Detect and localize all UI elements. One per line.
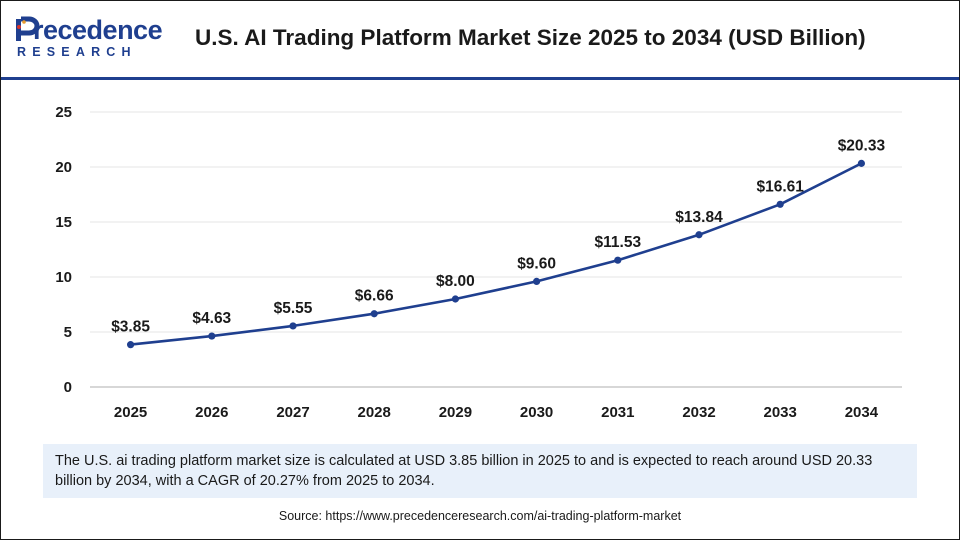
x-tick-label: 2029 bbox=[439, 404, 472, 421]
y-tick-label: 25 bbox=[55, 104, 72, 121]
grid-lines bbox=[90, 111, 902, 333]
x-tick-label: 2032 bbox=[682, 404, 715, 421]
page-title: U.S. AI Trading Platform Market Size 202… bbox=[195, 25, 866, 50]
series-market-size bbox=[127, 159, 866, 349]
x-tick-label: 2031 bbox=[601, 404, 634, 421]
y-tick-label: 0 bbox=[64, 379, 72, 396]
logo-mark-icon bbox=[16, 16, 40, 41]
data-point bbox=[857, 159, 866, 167]
x-tick-label: 2033 bbox=[764, 404, 797, 421]
data-label: $16.61 bbox=[756, 178, 804, 195]
x-tick-label: 2026 bbox=[195, 404, 228, 421]
y-tick-label: 20 bbox=[55, 159, 72, 176]
header: recedence RESEARCH U.S. AI Trading Platf… bbox=[1, 1, 959, 77]
data-point bbox=[614, 256, 622, 264]
precedence-research-logo: recedence RESEARCH bbox=[15, 15, 165, 65]
series-line bbox=[130, 162, 862, 346]
data-label: $11.53 bbox=[595, 234, 642, 251]
data-label: $13.84 bbox=[675, 209, 723, 226]
data-label: $5.55 bbox=[274, 300, 313, 317]
data-label: $6.66 bbox=[355, 288, 394, 305]
x-tick-label: 2027 bbox=[276, 404, 309, 421]
data-point bbox=[776, 200, 784, 208]
data-label: $20.33 bbox=[838, 137, 886, 154]
x-tick-label: 2030 bbox=[520, 404, 553, 421]
data-labels: $3.85 $4.63 $5.55 $6.66 $8.00 $9.60 $11.53 $13.… bbox=[111, 137, 885, 335]
source-citation: Source: https://www.precedenceresearch.c… bbox=[278, 509, 682, 523]
data-point bbox=[208, 332, 216, 340]
x-tick-label: 2028 bbox=[358, 404, 391, 421]
x-tick-label: 2034 bbox=[845, 404, 879, 421]
header-divider bbox=[1, 77, 959, 80]
data-label: $3.85 bbox=[111, 319, 150, 336]
data-label: $9.60 bbox=[517, 255, 556, 272]
y-tick-label: 15 bbox=[55, 214, 72, 231]
y-tick-labels: 0 5 10 15 20 25 bbox=[55, 104, 72, 396]
data-label: $8.00 bbox=[436, 273, 475, 290]
y-tick-label: 10 bbox=[55, 269, 72, 286]
x-tick-label: 2025 bbox=[114, 404, 147, 421]
y-tick-label: 5 bbox=[64, 324, 72, 341]
summary-note: The U.S. ai trading platform market size… bbox=[43, 444, 917, 498]
data-point bbox=[451, 295, 459, 303]
data-point bbox=[289, 322, 297, 330]
logo-wordmark: recedence bbox=[33, 15, 163, 45]
data-point bbox=[695, 231, 703, 239]
logo-subtext: RESEARCH bbox=[17, 45, 137, 59]
data-point bbox=[533, 277, 541, 285]
summary-note-text: The U.S. ai trading platform market size… bbox=[55, 453, 873, 489]
data-label: $4.63 bbox=[192, 310, 231, 327]
data-point bbox=[127, 341, 135, 349]
x-tick-labels: 2025 2026 2027 2028 2029 2030 2031 2032 2033 2034 bbox=[114, 404, 879, 421]
data-point bbox=[370, 310, 378, 318]
